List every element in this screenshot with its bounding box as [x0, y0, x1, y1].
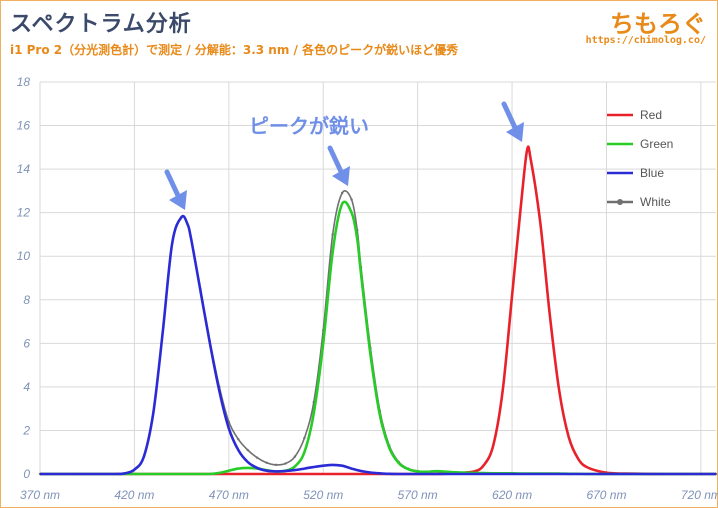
y-tick-label: 14	[17, 162, 31, 176]
chart-subtitle: i1 Pro 2（分光測色計）で測定 / 分解能：3.3 nm / 各色のピーク…	[10, 43, 459, 57]
legend-marker-white	[617, 199, 623, 205]
white-point	[274, 463, 278, 467]
legend-label-white: White	[640, 195, 671, 209]
white-point	[255, 456, 259, 459]
x-tick-label: 620 nm	[492, 488, 532, 502]
white-point	[237, 437, 240, 441]
legend-label-blue: Blue	[640, 166, 664, 180]
x-tick-label: 720 nm	[681, 488, 718, 502]
series-layer	[38, 145, 718, 476]
white-point	[331, 233, 334, 236]
grid-lines	[39, 81, 716, 475]
x-tick-label: 470 nm	[209, 488, 249, 502]
x-tick-label: 570 nm	[398, 488, 438, 502]
series-line-green	[40, 200, 716, 476]
x-tick-label: 520 nm	[303, 488, 343, 502]
green-peak-arrow	[327, 145, 350, 186]
white-point	[293, 455, 297, 458]
y-tick-label: 10	[17, 249, 31, 263]
arrow-head	[169, 190, 187, 210]
y-tick-label: 12	[17, 206, 31, 220]
y-tick-label: 6	[23, 336, 30, 350]
x-tick-label: 670 nm	[586, 488, 626, 502]
brand-url: https://chimolog.co/	[585, 35, 706, 46]
brand-logo: ちもろぐ	[610, 10, 706, 38]
y-tick-label: 8	[23, 293, 30, 307]
blue-peak-arrow	[164, 169, 187, 210]
y-tick-label: 2	[22, 423, 30, 437]
legend-label-red: Red	[640, 108, 662, 122]
arrow-head	[332, 166, 350, 186]
legend-label-green: Green	[640, 137, 673, 151]
y-tick-label: 4	[23, 380, 30, 394]
series-line-white	[40, 190, 716, 475]
y-tick-label: 18	[17, 75, 31, 89]
white-point	[350, 198, 353, 201]
y-tick-label: 0	[23, 467, 30, 481]
legend: Red Green Blue White	[607, 108, 673, 209]
white-point	[303, 436, 306, 440]
peak-callout: ピークが鋭い	[249, 114, 369, 138]
peak-arrows	[164, 101, 524, 210]
series-line-red	[40, 145, 716, 476]
white-point	[284, 462, 287, 465]
red-peak-arrow	[501, 101, 524, 142]
arrow-head	[506, 122, 524, 142]
white-point	[246, 448, 249, 452]
x-axis: 370 nm 420 nm 470 nm 520 nm 570 nm 620 nm 670 …	[20, 473, 718, 502]
x-tick-label: 420 nm	[114, 488, 154, 502]
white-point	[340, 191, 344, 195]
series-line-blue	[40, 214, 716, 476]
y-tick-label: 16	[17, 119, 31, 133]
x-tick-label: 370 nm	[20, 488, 60, 502]
white-point	[265, 461, 268, 464]
chart-title: スペクトラム分析	[10, 12, 192, 37]
y-axis: 0 2 4 6 8 10 12 14 16 18	[17, 75, 31, 481]
